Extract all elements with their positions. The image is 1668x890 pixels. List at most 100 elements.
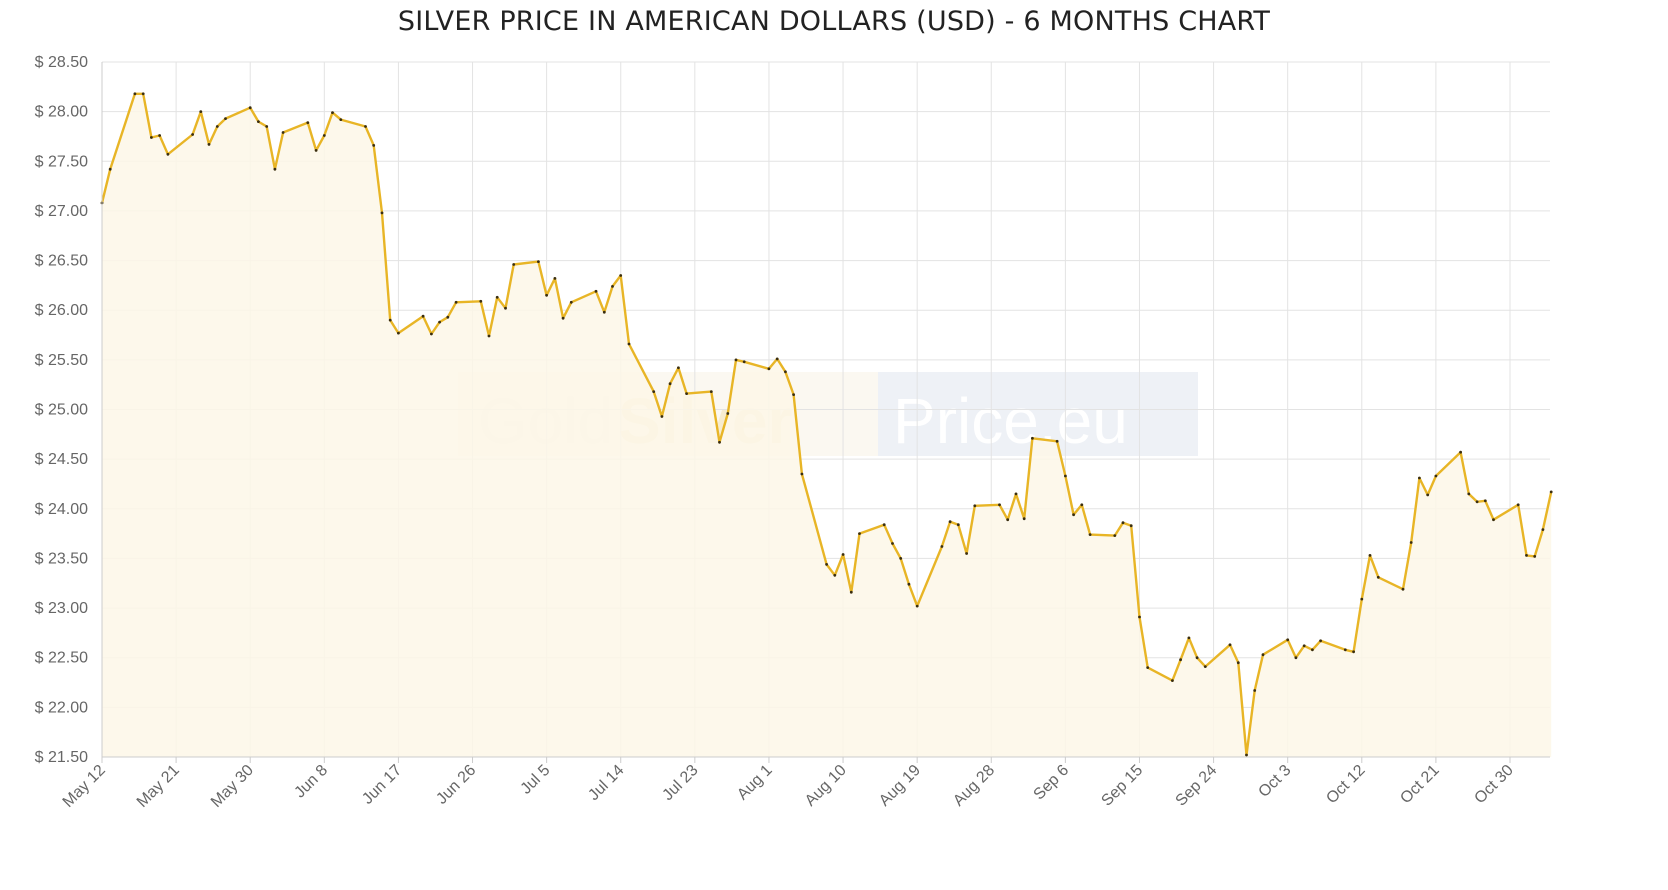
price-point [1261, 653, 1265, 657]
price-point [191, 133, 195, 136]
x-tick-label: Sep 24 [1173, 762, 1221, 810]
price-point [849, 590, 853, 594]
price-point [314, 149, 318, 152]
price-point [660, 415, 664, 418]
price-point [1228, 643, 1232, 647]
x-tick-label: Sep 15 [1098, 762, 1146, 810]
price-point [775, 357, 779, 361]
price-point [1195, 656, 1199, 660]
price-point [1459, 450, 1462, 454]
price-point [1138, 615, 1141, 619]
price-point [1475, 500, 1479, 504]
price-point [388, 318, 392, 322]
price-point [248, 106, 252, 110]
y-axis: $ 21.50 $ 22.00 $ 22.50 $ 23.00 $ 23.50 $ 24.… [35, 54, 103, 766]
price-point [841, 553, 845, 556]
price-point [1549, 490, 1553, 494]
price-point [487, 334, 491, 338]
price-point [1492, 518, 1495, 522]
price-point [281, 131, 285, 134]
x-tick-label: Oct 30 [1471, 762, 1516, 807]
price-point [1467, 492, 1471, 496]
price-area [102, 93, 1552, 758]
price-point [1311, 648, 1314, 652]
price-point [940, 545, 944, 548]
price-point [430, 332, 433, 336]
price-point [1541, 528, 1545, 531]
price-point [207, 143, 211, 146]
y-tick-label: $ 27.00 [35, 203, 88, 220]
y-tick-label: $ 26.50 [35, 253, 88, 270]
price-point [397, 331, 400, 335]
price-point [973, 504, 977, 508]
price-point [331, 111, 334, 114]
price-point [372, 144, 376, 147]
y-tick-label: $ 24.00 [35, 501, 88, 518]
price-point [1376, 575, 1380, 579]
price-point [1302, 644, 1306, 648]
price-point [685, 392, 688, 395]
price-point [1080, 503, 1084, 507]
x-tick-label: Jul 5 [518, 762, 554, 798]
price-point [767, 367, 771, 371]
price-point [742, 360, 746, 364]
x-tick-label: Aug 1 [734, 762, 776, 804]
y-tick-label: $ 22.00 [35, 699, 88, 716]
price-point [602, 310, 606, 314]
x-tick-label: Oct 12 [1323, 762, 1368, 807]
price-point [1187, 636, 1191, 640]
x-tick-label: Aug 28 [950, 762, 998, 810]
y-tick-label: $ 23.00 [35, 600, 88, 617]
x-tick-label: Oct 21 [1397, 762, 1442, 807]
price-point [1483, 499, 1487, 503]
price-point [1055, 439, 1059, 443]
price-point [619, 274, 623, 277]
y-tick-label: $ 25.50 [35, 352, 88, 369]
y-tick-label: $ 21.50 [35, 749, 88, 766]
price-point [825, 563, 828, 566]
price-point [504, 306, 507, 310]
x-tick-label: Aug 10 [802, 762, 850, 810]
price-point [792, 393, 795, 396]
price-point [1064, 474, 1067, 478]
price-point [158, 134, 162, 137]
y-tick-label: $ 28.50 [35, 54, 88, 71]
price-point [1245, 753, 1248, 757]
price-point [1253, 689, 1257, 692]
price-point [108, 167, 112, 171]
price-point [726, 412, 730, 415]
price-point [652, 390, 656, 393]
price-point [1072, 513, 1075, 517]
price-point [611, 285, 614, 288]
y-tick-label: $ 22.50 [35, 650, 88, 667]
price-point [438, 320, 441, 324]
price-point [1343, 648, 1347, 652]
price-point [1319, 639, 1322, 643]
price-point [1146, 666, 1150, 669]
price-point [545, 293, 548, 297]
price-point [1434, 474, 1438, 478]
price-point [1171, 679, 1174, 682]
price-point [479, 299, 483, 303]
price-point [1113, 534, 1117, 537]
price-point [734, 358, 738, 362]
price-point [1236, 661, 1240, 665]
y-tick-label: $ 28.00 [35, 104, 88, 121]
x-tick-label: May 12 [60, 762, 109, 811]
price-point [800, 472, 804, 476]
y-tick-label: $ 27.50 [35, 153, 88, 170]
price-point [1088, 533, 1092, 536]
x-tick-label: Jun 8 [291, 762, 331, 802]
y-tick-label: $ 25.00 [35, 402, 88, 419]
price-point [1129, 524, 1133, 528]
x-axis: May 12 May 21 May 30 Jun 8 Jun 17 Jun 26 Jul 5… [60, 756, 1550, 811]
price-point [1286, 638, 1290, 642]
price-point [1121, 521, 1125, 525]
price-markers [100, 92, 1553, 757]
price-point [569, 300, 573, 304]
price-point [537, 260, 540, 263]
price-point [1533, 555, 1537, 558]
price-point [858, 532, 861, 535]
